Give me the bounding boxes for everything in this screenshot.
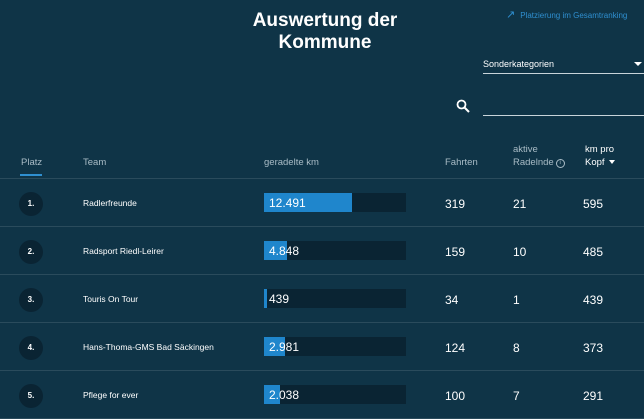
aktive-value: 8	[513, 341, 520, 355]
km-bar-track: 4.848	[264, 241, 406, 260]
column-header-aktive[interactable]: aktive Radelnde i	[513, 144, 565, 169]
team-name: Touris On Tour	[83, 294, 139, 304]
km-pro-kopf-value: 595	[583, 197, 604, 211]
rank-badge: 4.	[19, 336, 43, 360]
external-link-icon: ↗	[506, 9, 516, 21]
table-row[interactable]: 1. Radlerfreunde 12.491 319 21 595	[0, 179, 644, 227]
fahrten-value: 159	[445, 245, 466, 259]
km-pro-kopf-value: 373	[583, 341, 604, 355]
aktive-value: 1	[513, 293, 520, 307]
km-bar-fill	[264, 241, 287, 260]
chevron-down-icon	[634, 62, 642, 66]
km-bar-track: 2.038	[264, 385, 406, 404]
fahrten-value: 319	[445, 197, 466, 211]
column-header-platz[interactable]: Platz	[21, 157, 43, 168]
column-header-team[interactable]: Team	[83, 157, 107, 168]
search-input[interactable]	[483, 96, 644, 116]
page-title: Auswertung der Kommune	[252, 10, 398, 53]
column-header-km[interactable]: geradelte km	[264, 157, 319, 168]
km-bar-fill	[264, 193, 352, 212]
km-bar-fill	[264, 289, 267, 308]
km-value: 2.038	[269, 388, 300, 402]
team-name: Pflege for ever	[83, 390, 139, 400]
km-value: 439	[269, 292, 290, 306]
header-divider	[0, 178, 644, 179]
team-name: Radsport Riedl-Leirer	[83, 246, 164, 256]
column-header-kmpro-line2: Kopf	[585, 157, 605, 168]
column-header-kmpro-line1: km pro	[585, 144, 615, 155]
aktive-value: 21	[513, 197, 527, 211]
team-name: Hans-Thoma-GMS Bad Säckingen	[83, 342, 214, 352]
ranking-link[interactable]: ↗ Platzierung im Gesamtranking	[506, 9, 628, 21]
km-pro-kopf-value: 439	[583, 293, 604, 307]
km-pro-kopf-value: 291	[583, 389, 604, 403]
column-header-fahrten[interactable]: Fahrten	[445, 157, 478, 168]
km-pro-kopf-value: 485	[583, 245, 604, 259]
column-header-aktive-line1: aktive	[513, 144, 538, 155]
km-bar-track: 12.491	[264, 193, 406, 212]
rank-badge: 2.	[19, 240, 43, 264]
info-icon[interactable]: i	[555, 159, 565, 168]
rank-badge: 1.	[19, 192, 43, 216]
team-name: Radlerfreunde	[83, 198, 137, 208]
rank-badge: 3.	[19, 288, 43, 312]
table-row[interactable]: 2. Radsport Riedl-Leirer 4.848 159 10 48…	[0, 227, 644, 275]
km-value: 12.491	[269, 196, 306, 210]
table-row[interactable]: 3. Touris On Tour 439 34 1 439	[0, 275, 644, 323]
category-select-value: Sonderkategorien	[483, 59, 555, 69]
km-bar-track: 439	[264, 289, 406, 308]
aktive-value: 10	[513, 245, 527, 259]
category-select[interactable]: Sonderkategorien	[483, 56, 644, 74]
km-bar-fill	[264, 337, 285, 356]
fahrten-value: 100	[445, 389, 466, 403]
column-header-km-pro-kopf[interactable]: km pro Kopf	[585, 144, 615, 169]
search-icon	[456, 99, 470, 113]
sort-descending-icon	[608, 160, 615, 164]
rank-badge: 5.	[19, 384, 43, 408]
km-bar-fill	[264, 385, 280, 404]
table-row[interactable]: 4. Hans-Thoma-GMS Bad Säckingen 2.981 12…	[0, 323, 644, 371]
km-value: 2.981	[269, 340, 300, 354]
aktive-value: 7	[513, 389, 520, 403]
active-column-indicator	[20, 174, 42, 176]
km-value: 4.848	[269, 244, 300, 258]
fahrten-value: 34	[445, 293, 459, 307]
table-row[interactable]: 5. Pflege for ever 2.038 100 7 291	[0, 371, 644, 419]
ranking-link-label: Platzierung im Gesamtranking	[520, 10, 628, 20]
column-header-aktive-line2: Radelnde	[513, 157, 554, 168]
km-bar-track: 2.981	[264, 337, 406, 356]
fahrten-value: 124	[445, 341, 466, 355]
